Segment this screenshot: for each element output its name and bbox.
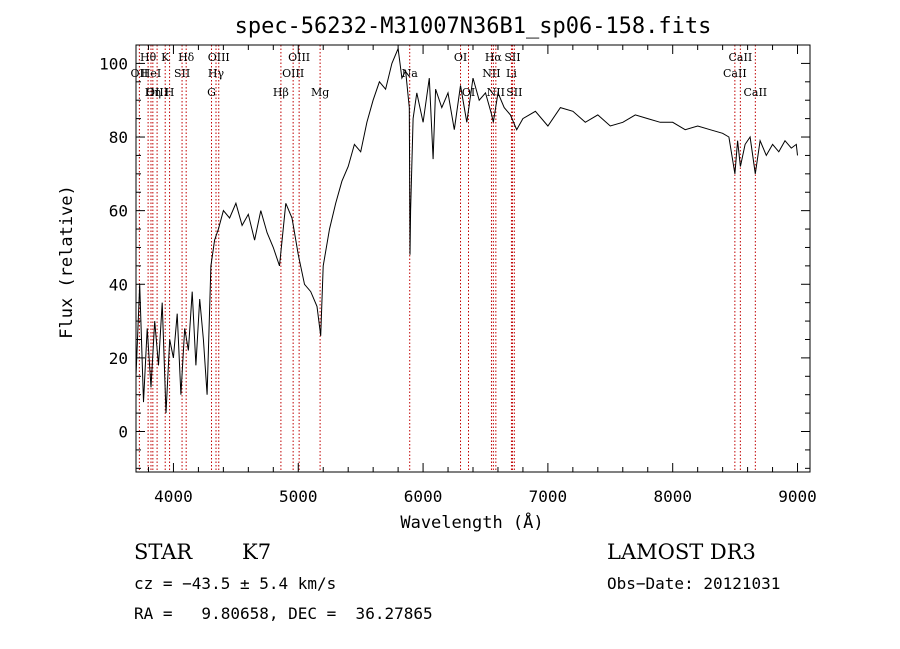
line-label-14: OIII xyxy=(282,67,304,80)
y-tick-label-2: 40 xyxy=(109,275,128,294)
y-tick-label-0: 0 xyxy=(118,423,128,442)
line-label-20: NII xyxy=(482,67,500,80)
line-label-6: H xyxy=(165,86,175,99)
x-tick-label-4: 8000 xyxy=(653,487,692,506)
line-label-27: CaII xyxy=(743,86,767,99)
x-tick-label-0: 4000 xyxy=(154,487,193,506)
line-label-25: CaII xyxy=(729,51,753,64)
y-tick-label-1: 20 xyxy=(109,349,128,368)
line-label-5: K xyxy=(161,51,170,64)
x-axis: 4000 5000 6000 7000 8000 9000 xyxy=(147,45,817,506)
line-label-19: Hα xyxy=(485,51,503,64)
y-tick-label-5: 100 xyxy=(99,54,128,73)
line-label-7: SII xyxy=(174,67,190,80)
line-label-17: OI xyxy=(454,51,467,64)
line-label-26: CaII xyxy=(723,67,747,80)
y-axis: 0 20 40 60 80 100 xyxy=(99,54,810,469)
y-tick-label-4: 80 xyxy=(109,128,128,147)
spectrum-chart: spec-56232-M31007N36B1_sp06-158.fits 400… xyxy=(57,14,817,533)
object-type: STAR xyxy=(134,540,193,564)
line-label-15: Mg xyxy=(311,86,329,99)
redshift-cz: cz = −43.5 ± 5.4 km/s xyxy=(134,574,337,593)
line-label-0: Hθ xyxy=(140,51,157,64)
ra-dec-coordinates: RA = 9.80658, DEC = 36.27865 xyxy=(134,604,433,623)
line-label-13: OIII xyxy=(288,51,310,64)
line-label-22: SII xyxy=(504,51,520,64)
line-label-11: G xyxy=(207,86,216,99)
subclass: K7 xyxy=(242,540,272,564)
x-tick-label-1: 5000 xyxy=(279,487,318,506)
line-label-18: OI xyxy=(462,86,475,99)
line-label-4: OIII xyxy=(146,86,168,99)
line-label-10: Hγ xyxy=(208,67,225,80)
survey-name: LAMOST DR3 xyxy=(607,540,756,564)
y-tick-label-3: 60 xyxy=(109,202,128,221)
line-label-9: OIII xyxy=(208,51,230,64)
line-label-12: Hβ xyxy=(273,86,289,99)
line-label-1: OII xyxy=(131,67,149,80)
x-axis-label: Wavelength (Å) xyxy=(400,511,543,533)
spectral-line-markers xyxy=(138,45,756,472)
x-tick-label-5: 9000 xyxy=(778,487,817,506)
observation-date: Obs−Date: 20121031 xyxy=(607,574,781,593)
y-axis-label: Flux (relative) xyxy=(57,185,77,339)
plot-frame xyxy=(135,44,811,473)
spectrum-layer xyxy=(135,46,798,414)
line-label-8: Hδ xyxy=(178,51,195,64)
x-tick-label-3: 7000 xyxy=(529,487,568,506)
line-label-16: Na xyxy=(402,67,419,80)
chart-title: spec-56232-M31007N36B1_sp06-158.fits xyxy=(235,14,712,39)
x-tick-label-2: 6000 xyxy=(404,487,443,506)
line-label-2: HeI xyxy=(141,67,161,80)
spectrum-series-0 xyxy=(135,46,798,414)
line-label-3: Hη xyxy=(145,86,161,99)
line-label-21: NII xyxy=(487,86,505,99)
line-label-24: SII xyxy=(506,86,522,99)
line-label-23: Li xyxy=(506,67,517,80)
